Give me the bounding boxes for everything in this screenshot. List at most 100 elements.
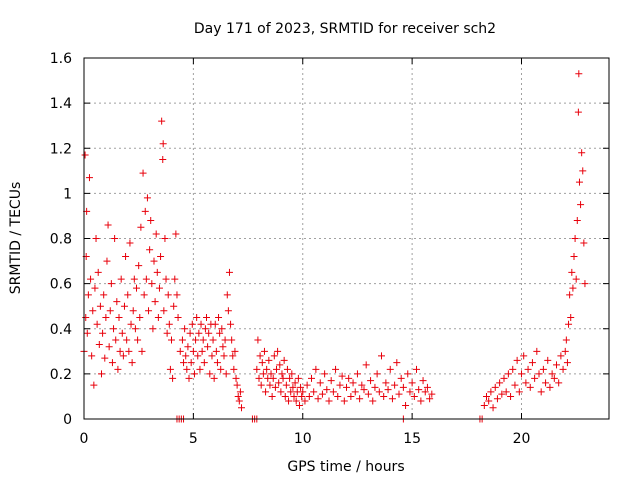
data-point (281, 392, 289, 400)
data-point (105, 343, 113, 351)
data-point (115, 313, 123, 321)
data-point (84, 291, 92, 299)
data-point (159, 140, 167, 148)
data-point (92, 235, 100, 242)
data-point (186, 329, 194, 337)
data-point (539, 365, 547, 373)
data-point (111, 235, 119, 242)
data-point (168, 336, 175, 344)
data-point (148, 280, 156, 288)
data-point (268, 392, 276, 400)
data-point (291, 379, 299, 387)
data-point (197, 320, 205, 328)
data-point (228, 336, 236, 344)
data-point (172, 230, 180, 238)
data-point (235, 397, 243, 405)
data-point (498, 390, 506, 398)
data-point (533, 347, 541, 355)
data-point (136, 313, 144, 321)
data-point (345, 374, 353, 382)
y-axis-label: SRMTID / TECUs (8, 182, 24, 295)
data-point (165, 320, 173, 328)
data-point (528, 359, 536, 367)
data-point (301, 397, 309, 405)
data-point (487, 388, 495, 396)
data-point (151, 298, 159, 306)
data-point (222, 370, 230, 378)
data-point (99, 329, 107, 337)
data-point (520, 352, 528, 360)
data-point (206, 370, 214, 378)
data-point (182, 352, 190, 360)
data-point (388, 395, 396, 403)
data-point (270, 352, 278, 360)
data-point (323, 386, 331, 394)
data-point (209, 336, 217, 344)
data-point (360, 386, 368, 394)
data-point (122, 253, 130, 261)
data-point (542, 379, 550, 387)
data-point (573, 216, 581, 224)
data-point (215, 313, 223, 321)
data-point (526, 383, 534, 391)
data-point (563, 359, 571, 367)
data-point (496, 379, 504, 387)
data-point (393, 359, 401, 367)
data-point (87, 275, 95, 283)
data-point (353, 370, 361, 378)
data-point (120, 302, 128, 310)
data-point (559, 365, 567, 373)
data-point (208, 352, 216, 360)
data-point (224, 307, 232, 315)
data-point (152, 230, 160, 238)
data-point (160, 307, 168, 315)
data-point (108, 359, 116, 367)
data-point (378, 352, 385, 360)
data-point (321, 370, 329, 378)
data-point (194, 352, 202, 360)
data-point (279, 374, 287, 382)
data-point (181, 325, 189, 333)
data-point (513, 356, 521, 364)
x-tick-label: 20 (513, 431, 531, 447)
data-point (101, 354, 109, 362)
x-tick-label: 10 (294, 431, 312, 447)
data-point (196, 365, 204, 373)
data-point (135, 262, 143, 270)
data-point (343, 383, 350, 391)
data-point (236, 388, 244, 396)
data-point (297, 383, 305, 391)
data-point (103, 257, 111, 265)
data-point (134, 336, 142, 344)
data-point (347, 392, 355, 400)
data-point (413, 365, 420, 373)
data-point (260, 347, 268, 355)
data-point (285, 397, 293, 405)
data-point (276, 361, 284, 369)
data-point (500, 374, 508, 382)
data-point (149, 325, 157, 333)
data-point (147, 216, 155, 224)
data-point (170, 302, 178, 310)
data-point (332, 365, 340, 373)
data-point (402, 401, 410, 409)
y-tick-label: 1.6 (50, 51, 72, 67)
data-point (158, 117, 166, 125)
data-point (90, 381, 98, 389)
data-point (119, 352, 127, 360)
data-point (225, 268, 233, 276)
data-point (336, 381, 344, 389)
data-point (571, 235, 579, 242)
data-point (340, 397, 348, 405)
data-point (504, 370, 512, 378)
data-point (292, 397, 300, 405)
data-point (142, 275, 150, 283)
data-point (325, 397, 333, 405)
data-point (204, 343, 212, 351)
data-point (283, 365, 291, 373)
data-point (546, 383, 554, 391)
data-point (107, 280, 115, 288)
data-point (419, 377, 427, 385)
data-point (220, 352, 228, 360)
data-point (371, 383, 379, 391)
